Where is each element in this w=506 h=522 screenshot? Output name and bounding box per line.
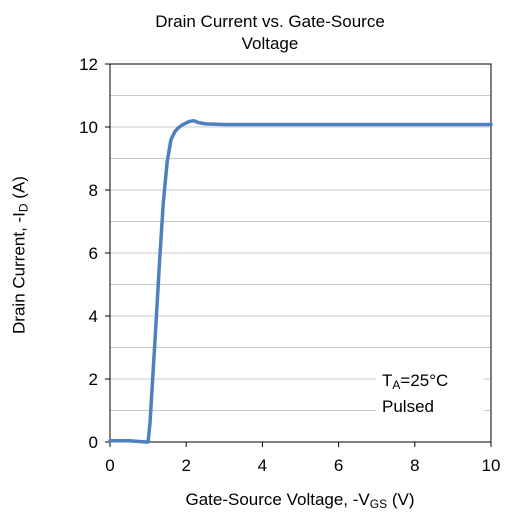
annotation-background xyxy=(376,368,484,422)
y-tick-label: 2 xyxy=(89,370,98,389)
annotation-temp-prefix: T xyxy=(382,371,393,390)
grid-lines xyxy=(110,95,491,411)
x-tick-label: 6 xyxy=(334,456,343,475)
x-axis-label: Gate-Source Voltage, -VGS (V) xyxy=(140,490,460,511)
x-axis-label-unit: (V) xyxy=(387,490,415,509)
x-axis-ticks: 0 2 4 6 8 10 xyxy=(105,442,500,475)
y-axis-label-subscript: D xyxy=(16,203,31,213)
x-axis-label-subscript: GS xyxy=(369,497,388,511)
y-tick-label: 12 xyxy=(79,55,98,74)
annotation-temperature: TA=25°C xyxy=(382,370,448,396)
y-tick-label: 10 xyxy=(79,118,98,137)
y-tick-label: 4 xyxy=(89,307,98,326)
x-tick-label: 0 xyxy=(105,456,114,475)
chart-title-line-1: Drain Current vs. Gate-Source xyxy=(155,12,385,31)
chart-title-line-2: Voltage xyxy=(241,34,299,53)
annotation-pulsed: Pulsed xyxy=(382,397,434,416)
x-axis-label-text: Gate-Source Voltage, -V xyxy=(185,490,370,509)
y-axis-ticks: 0 2 4 6 8 10 12 xyxy=(79,55,110,452)
x-tick-label: 2 xyxy=(181,456,190,475)
y-axis-label-unit: (A) xyxy=(9,176,29,204)
series-line xyxy=(108,118,493,444)
y-tick-label: 0 xyxy=(89,433,98,452)
annotation-temp-subscript: A xyxy=(392,378,401,392)
y-axis-label-text: Drain Current, -I xyxy=(9,212,29,334)
y-tick-label: 6 xyxy=(89,244,98,263)
x-tick-label: 4 xyxy=(258,456,267,475)
y-tick-label: 8 xyxy=(89,181,98,200)
series-lines xyxy=(108,118,493,444)
annotation-temp-value: =25°C xyxy=(400,371,449,390)
x-tick-label: 10 xyxy=(482,456,501,475)
x-tick-label: 8 xyxy=(410,456,419,475)
